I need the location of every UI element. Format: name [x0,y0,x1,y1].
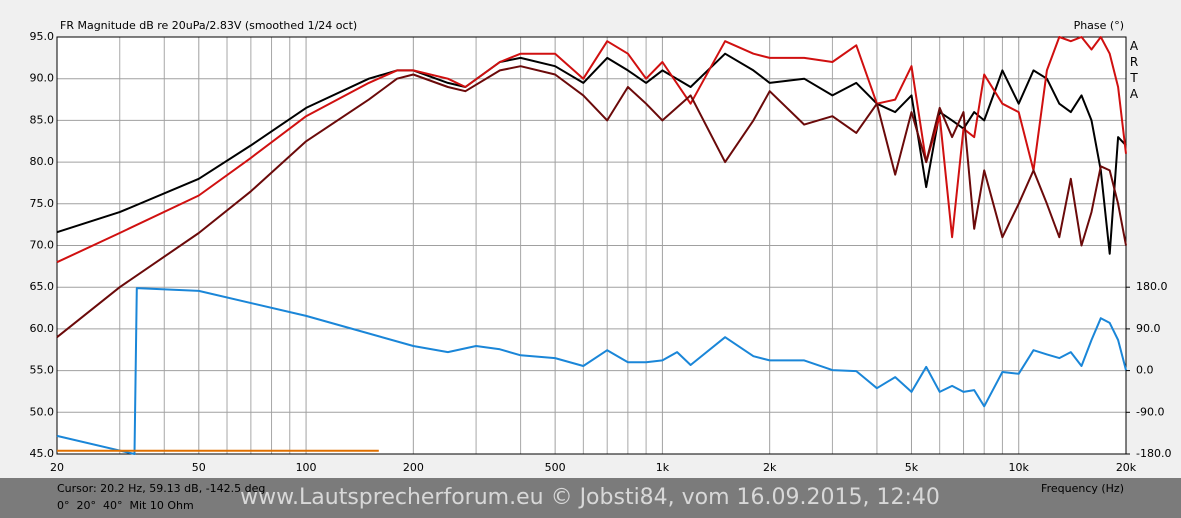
y-tick-label: 55.0 [30,364,55,377]
y2-tick-label: -90.0 [1136,405,1164,418]
legend-note: 0° 20° 40° Mit 10 Ohm [57,499,194,512]
y-tick-label: 70.0 [30,239,55,252]
y-tick-label: 65.0 [30,280,55,293]
x-tick-label: 2k [763,461,777,474]
y2-axis-title: Phase (°) [1074,19,1124,32]
x-tick-label: 10k [1009,461,1030,474]
x-axis-title: Frequency (Hz) [1041,482,1124,495]
chart-title: FR Magnitude dB re 20uPa/2.83V (smoothed… [60,19,357,32]
series-line [56,36,1127,264]
y2-tick-label: 90.0 [1136,322,1161,335]
watermark: www.Lautsprecherforum.eu © Jobsti84, vom… [240,485,940,510]
y-tick-label: 80.0 [30,155,55,168]
y-tick-label: 75.0 [30,197,55,210]
x-tick-label: 20k [1116,461,1137,474]
series-line [56,52,1127,255]
y-tick-label: 45.0 [30,447,55,460]
x-tick-label: 1k [656,461,670,474]
cursor-readout: Cursor: 20.2 Hz, 59.13 dB, -142.5 deg [57,482,265,495]
x-tick-label: 20 [50,461,64,474]
y2-tick-label: -180.0 [1136,447,1171,460]
x-tick-label: 200 [403,461,424,474]
y-tick-label: 60.0 [30,322,55,335]
y2-tick-label: 0.0 [1136,364,1154,377]
y-tick-label: 90.0 [30,72,55,85]
x-tick-label: 100 [296,461,317,474]
footer-band [0,478,1181,518]
brand: ARTA [1129,39,1139,101]
series-line [56,287,1127,455]
series-line [56,65,1127,338]
x-tick-label: 5k [905,461,919,474]
y-tick-label: 85.0 [30,113,55,126]
y-tick-label: 50.0 [30,405,55,418]
x-tick-label: 50 [192,461,206,474]
y-tick-label: 95.0 [30,30,55,43]
x-tick-label: 500 [545,461,566,474]
y2-tick-label: 180.0 [1136,280,1168,293]
